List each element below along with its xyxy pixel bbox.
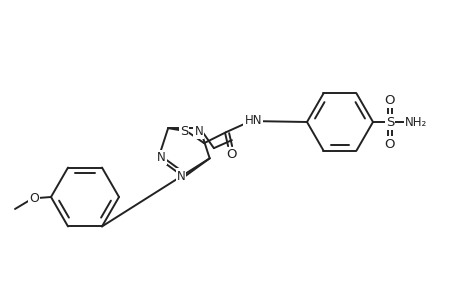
Text: O: O — [384, 94, 394, 106]
Text: S: S — [179, 125, 188, 138]
Text: O: O — [225, 148, 236, 161]
Text: O: O — [384, 137, 394, 151]
Text: HN: HN — [244, 114, 261, 127]
Text: N: N — [194, 125, 203, 138]
Text: N: N — [176, 169, 185, 182]
Text: NH₂: NH₂ — [404, 116, 426, 128]
Text: O: O — [29, 193, 39, 206]
Text: S: S — [385, 116, 393, 128]
Text: N: N — [157, 151, 165, 164]
